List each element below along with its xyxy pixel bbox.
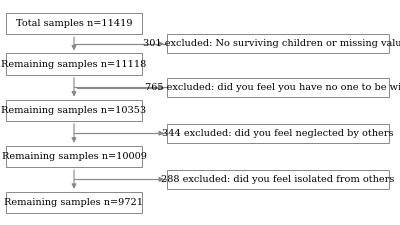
Text: Remaining samples n=9721: Remaining samples n=9721	[4, 198, 144, 207]
FancyBboxPatch shape	[6, 54, 142, 75]
FancyBboxPatch shape	[167, 34, 389, 53]
Text: Total samples n=11419: Total samples n=11419	[16, 19, 132, 28]
Text: Remaining samples n=10009: Remaining samples n=10009	[2, 152, 146, 161]
FancyBboxPatch shape	[167, 78, 389, 97]
Text: 288 excluded: did you feel isolated from others: 288 excluded: did you feel isolated from…	[161, 175, 395, 184]
FancyBboxPatch shape	[167, 170, 389, 189]
FancyBboxPatch shape	[6, 192, 142, 213]
FancyBboxPatch shape	[6, 99, 142, 121]
Text: Remaining samples n=11118: Remaining samples n=11118	[1, 60, 147, 69]
Text: 765 excluded: did you feel you have no one to be with: 765 excluded: did you feel you have no o…	[145, 83, 400, 92]
FancyBboxPatch shape	[6, 146, 142, 167]
Text: 344 excluded: did you feel neglected by others: 344 excluded: did you feel neglected by …	[162, 129, 394, 138]
FancyBboxPatch shape	[6, 13, 142, 34]
FancyBboxPatch shape	[167, 124, 389, 143]
Text: 301 excluded: No surviving children or missing values: 301 excluded: No surviving children or m…	[143, 39, 400, 48]
Text: Remaining samples n=10353: Remaining samples n=10353	[2, 106, 146, 115]
